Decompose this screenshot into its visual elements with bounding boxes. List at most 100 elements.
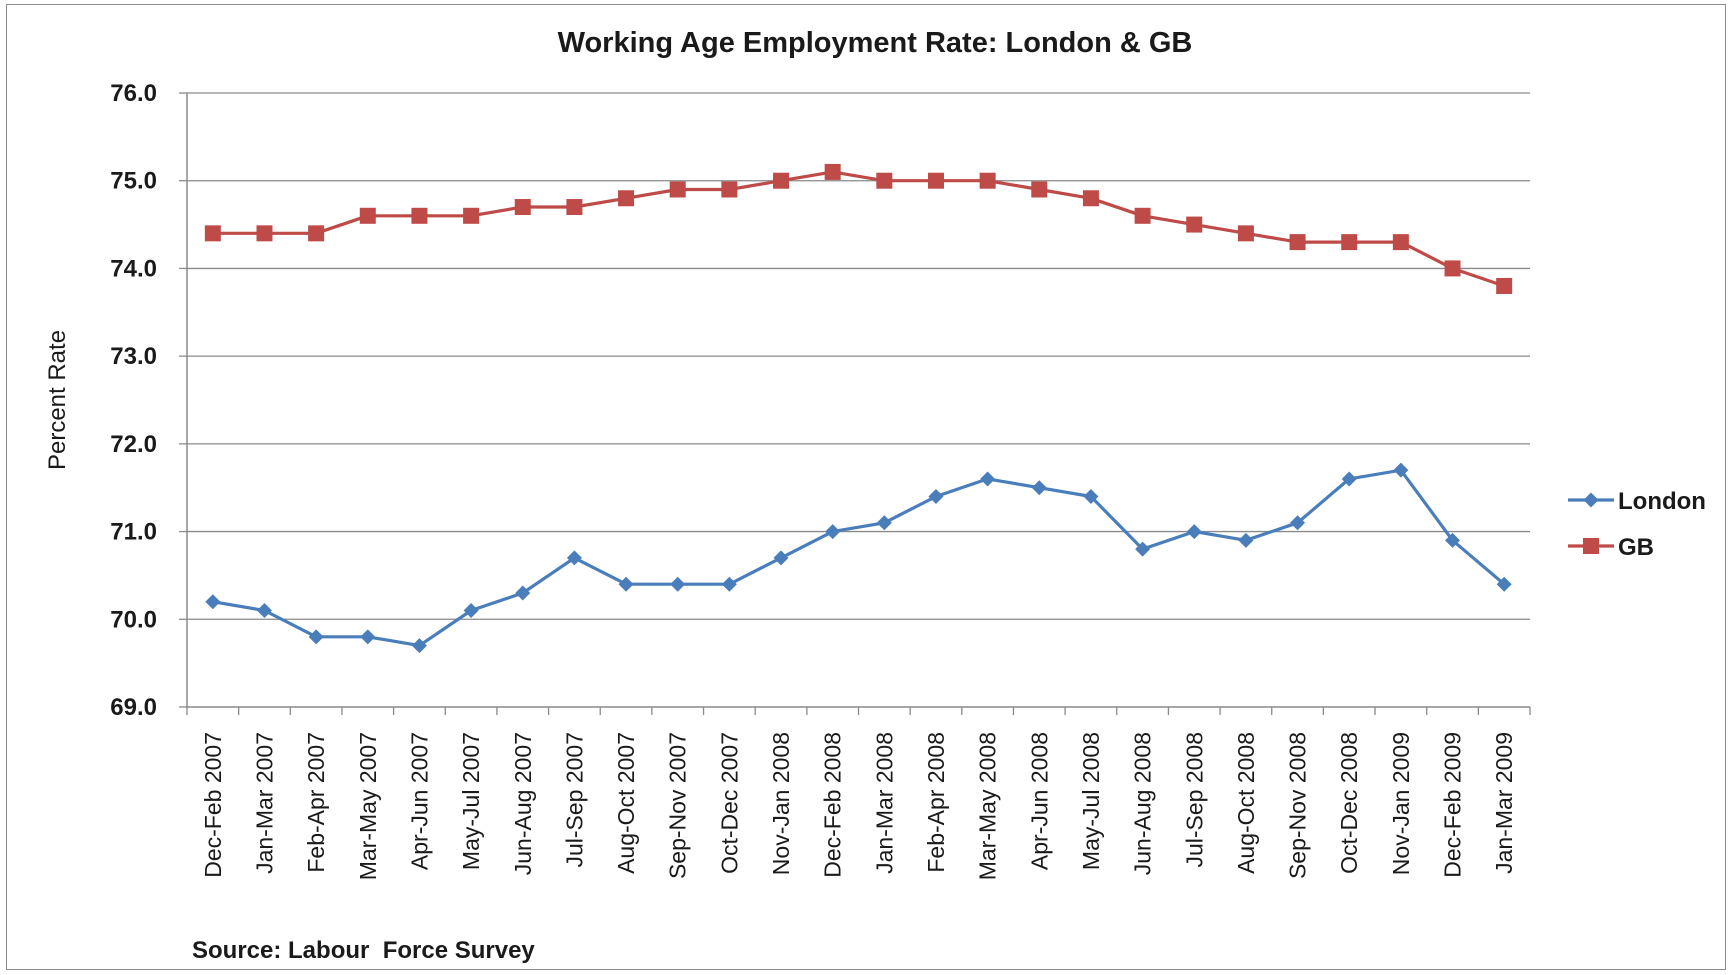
x-tick-label: Jan-Mar 2007 — [251, 732, 277, 874]
data-point — [308, 225, 325, 242]
data-point — [927, 172, 944, 189]
x-tick-label: Jul-Sep 2008 — [1181, 732, 1207, 868]
x-tick-label: Aug-Oct 2008 — [1233, 732, 1259, 874]
x-tick-label: Jul-Sep 2007 — [561, 732, 587, 868]
data-point — [205, 594, 221, 610]
x-tick-label: Jan-Mar 2009 — [1491, 732, 1517, 874]
data-point — [566, 199, 583, 216]
data-point — [773, 550, 789, 566]
y-tick-label: 75.0 — [110, 168, 157, 195]
legend: London GB — [1568, 488, 1706, 561]
x-tick-label: Jun-Aug 2007 — [510, 732, 536, 875]
data-point — [1237, 225, 1254, 242]
x-tick-label: Oct-Dec 2008 — [1336, 732, 1362, 874]
y-tick-label: 73.0 — [110, 343, 157, 370]
data-point — [411, 207, 428, 224]
y-tick-label: 71.0 — [110, 519, 157, 546]
data-point — [979, 172, 996, 189]
data-point — [256, 225, 273, 242]
y-tick-label: 74.0 — [110, 255, 157, 282]
data-point — [1393, 462, 1409, 478]
legend-label: London — [1618, 488, 1706, 515]
data-point — [359, 207, 376, 224]
data-point — [1082, 190, 1099, 207]
data-point — [1444, 260, 1461, 277]
data-point — [308, 629, 324, 645]
data-point — [876, 172, 893, 189]
data-point — [1083, 488, 1099, 504]
data-point — [204, 225, 221, 242]
x-tick-label: May-Jul 2008 — [1078, 732, 1104, 870]
x-tick-label: Nov-Jan 2008 — [768, 732, 794, 875]
data-point — [825, 524, 841, 540]
y-tick-label: 70.0 — [110, 606, 157, 633]
x-tick-label: Dec-Feb 2008 — [820, 732, 846, 878]
data-point — [1186, 524, 1202, 540]
data-point — [463, 207, 480, 224]
x-tick-label: Sep-Nov 2007 — [665, 732, 691, 879]
x-tick-label: Mar-May 2008 — [975, 732, 1001, 880]
data-point — [928, 488, 944, 504]
data-point — [618, 190, 635, 207]
data-point — [980, 471, 996, 487]
x-tick-label: Nov-Jan 2009 — [1388, 732, 1414, 875]
data-point — [670, 576, 686, 592]
series-london — [205, 462, 1512, 654]
legend-marker — [1583, 538, 1599, 554]
x-tick-label: Sep-Nov 2008 — [1285, 732, 1311, 879]
data-point — [1341, 471, 1357, 487]
source-note: Source: Labour Force Survey — [192, 937, 535, 964]
data-point — [1392, 234, 1409, 251]
y-tick-label: 76.0 — [110, 80, 157, 107]
series-gb — [204, 163, 1513, 294]
gridlines — [187, 92, 1530, 620]
data-point — [1289, 234, 1306, 251]
data-point — [1341, 234, 1358, 251]
data-point — [514, 199, 531, 216]
legend-label: GB — [1618, 534, 1654, 561]
data-point — [411, 638, 427, 654]
data-point — [256, 603, 272, 619]
y-tick-label: 72.0 — [110, 431, 157, 458]
x-tick-label: Oct-Dec 2007 — [716, 732, 742, 874]
data-point — [566, 550, 582, 566]
x-tick-labels: Dec-Feb 2007 Jan-Mar 2007 Feb-Apr 2007 Mar-… — [200, 732, 1517, 880]
series-line-london — [212, 468, 1506, 648]
data-point — [1496, 277, 1513, 294]
data-point — [463, 603, 479, 619]
y-tick-labels: 69.0 70.0 71.0 72.0 73.0 74.0 75.0 76.0 — [110, 80, 157, 721]
data-point — [1031, 181, 1048, 198]
x-tick-label: Dec-Feb 2009 — [1440, 732, 1466, 878]
data-point — [1031, 480, 1047, 496]
data-point — [618, 576, 634, 592]
axes — [179, 92, 1531, 715]
data-point — [721, 181, 738, 198]
y-tick-label: 69.0 — [110, 694, 157, 721]
series-line-gb — [212, 170, 1505, 288]
data-point — [1186, 216, 1203, 233]
data-point — [515, 585, 531, 601]
series-lines — [204, 163, 1513, 654]
chart-frame — [6, 4, 1726, 970]
x-tick-label: Feb-Apr 2007 — [303, 732, 329, 873]
data-point — [824, 163, 841, 180]
data-point — [721, 576, 737, 592]
x-tick-label: Dec-Feb 2007 — [200, 732, 226, 878]
x-tick-label: Mar-May 2007 — [355, 732, 381, 880]
legend-item-london: London — [1568, 488, 1706, 515]
x-tick-label: Jun-Aug 2008 — [1130, 732, 1156, 875]
legend-marker — [1583, 492, 1599, 508]
data-point — [1238, 532, 1254, 548]
data-point — [669, 181, 686, 198]
x-tick-label: Jan-Mar 2008 — [871, 732, 897, 874]
data-point — [1496, 576, 1512, 592]
data-point — [1135, 541, 1151, 557]
y-axis-label: Percent Rate — [44, 330, 71, 470]
x-tick-label: Feb-Apr 2008 — [923, 732, 949, 873]
data-point — [1445, 532, 1461, 548]
legend-item-gb: GB — [1568, 534, 1654, 561]
chart-title: Working Age Employment Rate: London & GB — [558, 27, 1193, 59]
data-point — [1134, 207, 1151, 224]
x-tick-label: May-Jul 2007 — [458, 732, 484, 870]
